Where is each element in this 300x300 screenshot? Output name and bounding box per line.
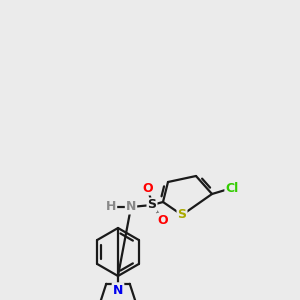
Text: S: S [148,199,157,212]
Text: Cl: Cl [225,182,239,194]
Text: H: H [106,200,116,214]
Text: N: N [113,284,123,296]
Text: N: N [113,284,123,296]
Text: O: O [143,182,153,194]
Text: S: S [178,208,187,221]
Text: N: N [126,200,136,214]
Text: O: O [158,214,168,226]
